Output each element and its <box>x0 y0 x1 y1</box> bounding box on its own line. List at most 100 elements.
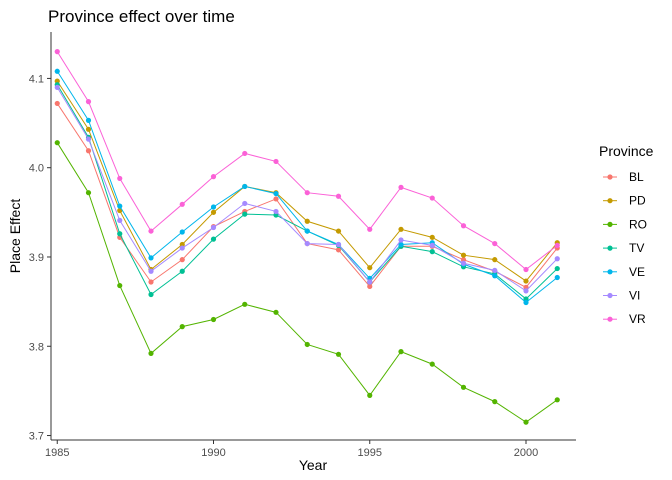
data-point-pd <box>210 209 217 215</box>
data-point-bl <box>148 279 154 285</box>
data-point-tv <box>554 265 560 272</box>
legend-key-point <box>607 269 613 275</box>
series-bl <box>54 100 560 290</box>
data-point-pd <box>523 278 529 284</box>
data-point-vi <box>210 224 217 231</box>
x-tick-label: 2000 <box>514 447 538 459</box>
data-point-ro <box>335 351 342 357</box>
data-point-ro <box>523 419 529 425</box>
chart-title: Province effect over time <box>48 7 235 26</box>
data-point-vr <box>523 266 529 273</box>
legend-key-point <box>607 316 613 322</box>
data-point-vr <box>148 228 154 234</box>
data-point-ro <box>117 282 123 289</box>
y-axis-ticks: 3.7 3.8 3.9 4.0 4.1 <box>29 73 51 443</box>
data-point-vi <box>523 288 529 294</box>
data-point-tv <box>210 236 217 242</box>
data-point-bl <box>460 257 467 263</box>
data-point-pd <box>304 218 310 224</box>
series-vi <box>54 84 560 294</box>
data-point-vr <box>429 195 435 201</box>
legend-item-bl: BL <box>603 170 644 184</box>
legend-label: VI <box>629 289 640 303</box>
data-point-vr <box>54 49 60 55</box>
y-tick-label: 4.0 <box>29 163 44 175</box>
data-point-pd <box>398 226 404 232</box>
data-point-pd <box>54 78 60 84</box>
data-point-ve <box>523 299 529 306</box>
data-point-pd <box>335 228 342 234</box>
data-point-ro <box>429 361 435 367</box>
data-point-vr <box>179 201 185 207</box>
data-point-vr <box>492 240 498 247</box>
y-tick-label: 3.9 <box>29 252 44 264</box>
legend-label: TV <box>629 241 644 255</box>
data-point-vr <box>210 174 217 180</box>
data-point-vr <box>460 223 467 229</box>
series-line-pd <box>56 80 558 282</box>
x-axis-title: Year <box>299 457 328 473</box>
x-tick-label: 1985 <box>45 447 69 459</box>
legend-key-point <box>607 198 613 204</box>
series-ro <box>54 140 560 425</box>
data-point-ro <box>460 384 467 390</box>
data-point-ve <box>554 274 560 281</box>
legend-key-point <box>607 292 613 299</box>
data-point-vi <box>85 136 92 142</box>
data-point-ve <box>148 255 154 261</box>
legend-label: VR <box>629 312 646 326</box>
data-point-tv <box>148 291 154 298</box>
data-point-ro <box>492 399 498 405</box>
data-point-pd <box>367 265 373 271</box>
data-point-pd <box>492 257 498 263</box>
data-point-vr <box>117 175 123 182</box>
data-point-ro <box>85 190 92 196</box>
y-tick-label: 3.7 <box>29 431 44 443</box>
data-point-pd <box>460 252 467 258</box>
data-point-vr <box>398 184 404 190</box>
data-point-vi <box>304 240 310 247</box>
data-point-ro <box>179 324 185 330</box>
series-line-vi <box>56 87 558 292</box>
y-tick-label: 3.8 <box>29 341 44 353</box>
data-point-vi <box>398 237 404 243</box>
legend-label: VE <box>629 265 645 279</box>
legend-item-vi: VI <box>603 289 640 303</box>
series-line-bl <box>56 103 558 288</box>
legend-item-vr: VR <box>603 312 646 326</box>
data-point-tv <box>242 211 248 217</box>
data-point-tv <box>179 268 185 274</box>
legend-item-pd: PD <box>603 194 646 208</box>
data-point-pd <box>179 241 185 248</box>
data-point-vi <box>554 256 560 262</box>
series-line-vr <box>56 51 558 271</box>
data-point-ro <box>304 341 310 348</box>
legend-label: RO <box>629 217 647 231</box>
legend-item-tv: TV <box>603 241 644 255</box>
data-point-ro <box>242 301 248 307</box>
x-tick-label: 1995 <box>358 447 382 459</box>
data-point-vi <box>117 217 123 223</box>
y-tick-label: 4.1 <box>29 73 44 85</box>
data-point-bl <box>179 257 185 263</box>
data-point-ro <box>54 140 60 146</box>
data-point-vr <box>242 150 248 157</box>
data-point-pd <box>85 126 92 132</box>
data-point-tv <box>117 231 123 237</box>
data-point-ro <box>554 397 560 403</box>
data-point-vr <box>367 226 373 232</box>
data-point-vi <box>148 268 154 274</box>
data-point-bl <box>54 100 60 107</box>
legend-item-ve: VE <box>603 265 645 279</box>
legend: Province BL PD RO TV VE VI VR <box>599 143 654 326</box>
data-point-bl <box>335 247 342 253</box>
data-point-bl <box>273 196 279 202</box>
data-point-vi <box>335 241 342 248</box>
data-point-pd <box>117 207 123 214</box>
data-point-pd <box>429 234 435 240</box>
data-point-vi <box>242 200 248 207</box>
data-point-ve <box>54 68 60 74</box>
x-axis-ticks: 1985 1990 1995 2000 <box>45 440 538 459</box>
series-line-ro <box>56 142 558 423</box>
data-point-vi <box>460 260 467 266</box>
